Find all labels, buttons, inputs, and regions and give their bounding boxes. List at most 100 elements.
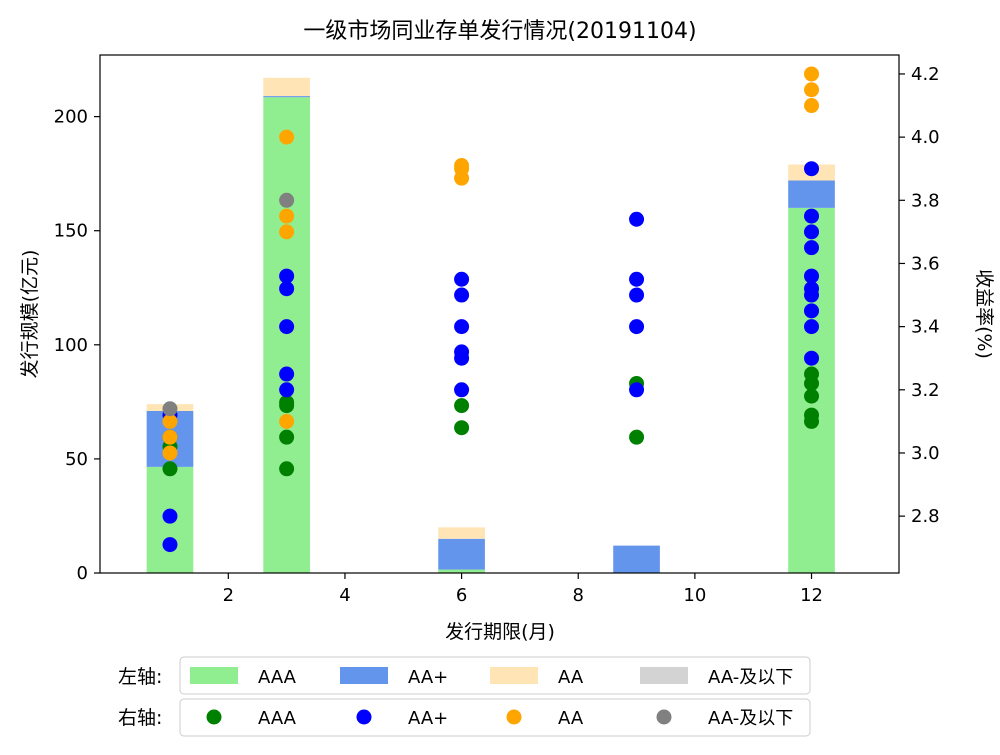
point-AA+-0 xyxy=(162,537,178,553)
y-left-tick-label-150: 150 xyxy=(54,221,88,242)
point-AAA-7 xyxy=(454,420,470,436)
bar-AA-x3 xyxy=(263,77,310,97)
point-AA+-11 xyxy=(454,319,470,335)
y-right-tick-label-3.0: 3.0 xyxy=(911,443,940,464)
point-AA+-14 xyxy=(629,382,645,398)
point-AA+-25 xyxy=(804,240,820,256)
point-AA+-4 xyxy=(279,366,295,382)
legend-point-label-AA: AA xyxy=(558,708,584,729)
y-left-tick-label-100: 100 xyxy=(54,335,88,356)
legend-point-swatch-AA xyxy=(506,709,522,725)
bar-AA+-x12 xyxy=(788,180,835,208)
point-AA+-10 xyxy=(454,344,470,360)
y-left-tick-label-0: 0 xyxy=(77,563,88,584)
point-AA+-16 xyxy=(629,287,645,303)
point-AAA-13 xyxy=(804,388,820,404)
x-tick-label-4: 4 xyxy=(339,585,350,606)
legend-bar-label-AA: AA xyxy=(558,667,584,688)
legend-right-axis-label: 右轴: xyxy=(118,707,162,729)
point-AA+-5 xyxy=(279,319,295,335)
x-tick-label-8: 8 xyxy=(573,585,584,606)
point-AA+-1 xyxy=(162,508,178,524)
bar-AA+-x9 xyxy=(613,545,660,573)
point-AA-11 xyxy=(804,82,820,98)
point-AA-6 xyxy=(279,129,295,145)
point-AA-3 xyxy=(279,413,295,429)
legend-point-label-AAA: AAA xyxy=(258,708,297,729)
point-AA-0 xyxy=(162,445,178,461)
point-AA+-26 xyxy=(804,224,820,240)
legend-bar-swatch-AA xyxy=(490,667,538,684)
point-AA-4 xyxy=(279,224,295,240)
x-tick-label-10: 10 xyxy=(683,585,706,606)
y-axis-left-label: 发行规模(亿元) xyxy=(19,250,41,379)
point-AAA-0 xyxy=(162,461,178,477)
y-right-tick-label-3.6: 3.6 xyxy=(911,253,940,274)
point-AA+-15 xyxy=(629,319,645,335)
point-AAA-9 xyxy=(629,429,645,445)
point-AA+-20 xyxy=(804,319,820,335)
point-AA+-19 xyxy=(804,350,820,366)
point-AAA-8 xyxy=(454,398,470,414)
y-right-tick-label-3.8: 3.8 xyxy=(911,190,940,211)
legend-box-right-axis xyxy=(179,698,811,737)
legend-point-label-AA+: AA+ xyxy=(408,708,448,729)
point-AA+-12 xyxy=(454,287,470,303)
point-AA+-13 xyxy=(454,271,470,287)
x-axis: 2 4 6 8 10 12 xyxy=(223,573,823,606)
point-AA+-24 xyxy=(804,268,820,284)
plot-frame xyxy=(99,54,900,574)
legend-bar-entries: AAA AA+ AA AA-及以下 xyxy=(190,667,793,688)
point-AA-10 xyxy=(804,98,820,114)
point-AA+-18 xyxy=(629,211,645,227)
y-left-tick-label-50: 50 xyxy=(65,449,88,470)
point-AA+-17 xyxy=(629,271,645,287)
y-right-tick-label-4.2: 4.2 xyxy=(911,64,940,85)
point-AA+-8 xyxy=(454,382,470,398)
scatter-layer xyxy=(162,66,820,553)
point-AA+-21 xyxy=(804,303,820,319)
y-right-tick-label-2.8: 2.8 xyxy=(911,506,940,527)
point-AA+-3 xyxy=(279,382,295,398)
point-AA-5 xyxy=(279,208,295,224)
point-AA-及以下-0 xyxy=(162,401,178,417)
bar-AA-x6 xyxy=(438,527,485,539)
legend-point-swatch-AA+ xyxy=(356,709,372,725)
y-right-tick-label-3.4: 3.4 xyxy=(911,317,940,338)
point-AA-9 xyxy=(454,158,470,174)
point-AAA-3 xyxy=(279,461,295,477)
point-AA+-7 xyxy=(279,268,295,284)
point-AA+-28 xyxy=(804,161,820,177)
point-AAA-12 xyxy=(804,407,820,423)
legend-left-axis-label: 左轴: xyxy=(118,666,162,688)
legend-point-swatch-AAA xyxy=(206,709,222,725)
legend-bar-swatch-AAA xyxy=(190,667,238,684)
x-axis-label: 发行期限(月) xyxy=(445,621,555,643)
y-right-tick-label-4.0: 4.0 xyxy=(911,127,940,148)
bar-AAA-x6 xyxy=(438,569,485,573)
y-axis-left: 0 50 100 150 200 xyxy=(54,107,100,584)
point-AA+-23 xyxy=(804,281,820,297)
legend-point-swatch-AA-及以下 xyxy=(656,709,672,725)
y-axis-right: 2.8 3.0 3.2 3.4 3.6 3.8 4.0 4.2 xyxy=(899,64,940,527)
point-AA+-6 xyxy=(279,281,295,297)
legend-scatter-entries: AAA AA+ AA AA-及以下 xyxy=(206,708,793,729)
legend-bar-label-AA-及以下: AA-及以下 xyxy=(708,667,793,688)
point-AAA-4 xyxy=(279,429,295,445)
y-axis-right-label: 收益率(%) xyxy=(973,269,995,359)
legend-bar-label-AAA: AAA xyxy=(258,667,297,688)
y-right-tick-label-3.2: 3.2 xyxy=(911,380,940,401)
legend-bar-swatch-AA+ xyxy=(340,667,388,684)
point-AA-及以下-1 xyxy=(279,192,295,208)
legend: 左轴: 右轴: AAA AA+ AA AA-及以下 AAA AA+ AA AA-及以下 xyxy=(118,656,811,737)
point-AA-12 xyxy=(804,66,820,82)
legend-bar-label-AA+: AA+ xyxy=(408,667,448,688)
chart-title: 一级市场同业存单发行情况(20191104) xyxy=(303,19,696,44)
point-AAA-6 xyxy=(279,394,295,410)
point-AA-1 xyxy=(162,429,178,445)
bar-AA+-x3 xyxy=(263,96,310,98)
x-tick-label-12: 12 xyxy=(800,585,823,606)
legend-bar-swatch-AA-及以下 xyxy=(640,667,688,684)
